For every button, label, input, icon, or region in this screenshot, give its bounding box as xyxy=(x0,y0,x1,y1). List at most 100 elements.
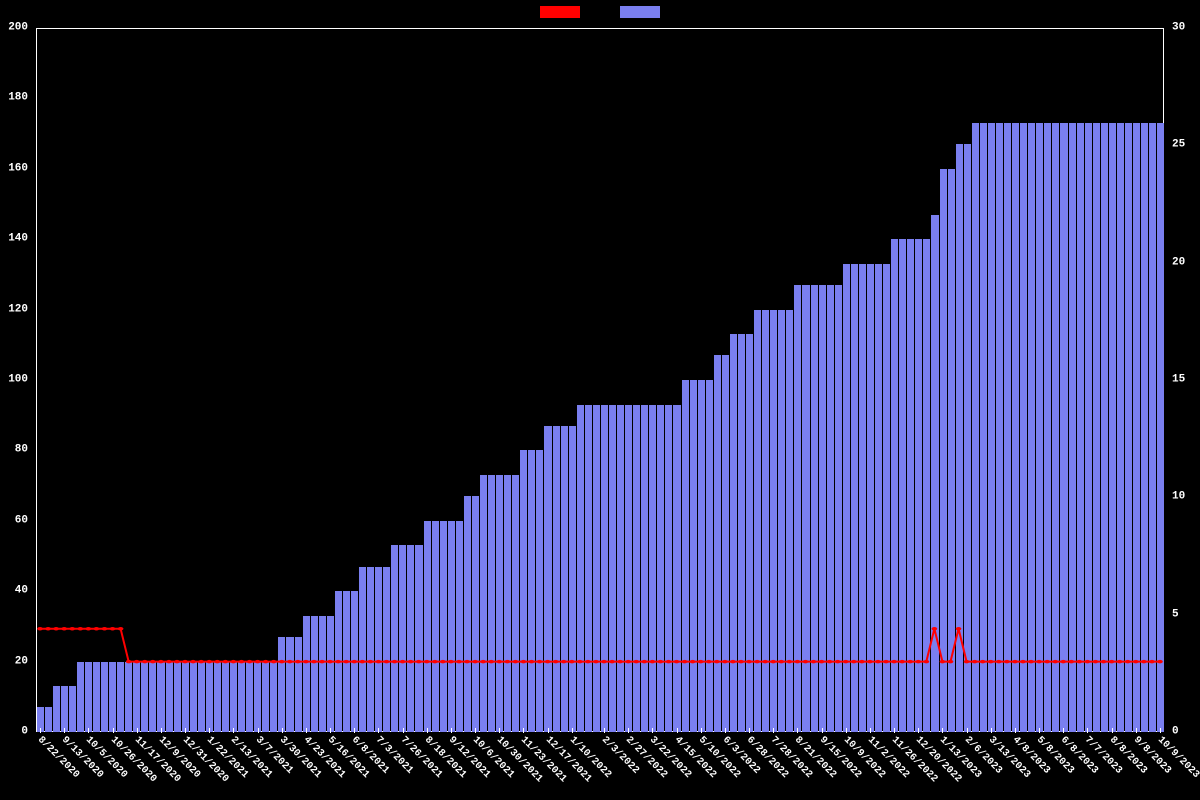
line-marker xyxy=(948,660,954,664)
y-right-tick: 30 xyxy=(1168,23,1200,34)
line-marker xyxy=(247,660,253,664)
legend-item-bar xyxy=(620,6,660,18)
line-marker xyxy=(956,627,962,631)
line-marker xyxy=(464,660,470,664)
line-marker xyxy=(658,660,664,664)
x-tick-mark xyxy=(628,728,629,733)
y-left-tick: 140 xyxy=(0,234,32,245)
x-tick-mark xyxy=(572,728,573,733)
line-marker xyxy=(440,660,446,664)
x-tick-mark xyxy=(991,728,992,733)
line-marker xyxy=(343,660,349,664)
x-tick-mark xyxy=(1015,728,1016,733)
line-marker xyxy=(327,660,333,664)
x-tick-mark xyxy=(725,728,726,733)
x-tick-mark xyxy=(306,728,307,733)
line-marker xyxy=(513,660,519,664)
line-marker xyxy=(432,660,438,664)
line-marker xyxy=(351,660,357,664)
line-marker xyxy=(609,660,615,664)
line-marker xyxy=(319,660,325,664)
line-marker xyxy=(150,660,156,664)
x-tick-mark xyxy=(548,728,549,733)
line-marker xyxy=(827,660,833,664)
line-marker xyxy=(263,660,269,664)
x-tick-mark xyxy=(749,728,750,733)
line-marker xyxy=(295,660,301,664)
y-right-tick: 25 xyxy=(1168,140,1200,151)
line-marker xyxy=(505,660,511,664)
line-marker xyxy=(456,660,462,664)
line-marker xyxy=(569,660,575,664)
line-marker xyxy=(1117,660,1123,664)
x-tick-mark xyxy=(773,728,774,733)
x-tick-mark xyxy=(354,728,355,733)
line-marker xyxy=(472,660,478,664)
line-marker xyxy=(231,660,237,664)
line-marker xyxy=(585,660,591,664)
line-marker xyxy=(1020,660,1026,664)
line-marker xyxy=(706,660,712,664)
x-tick-mark xyxy=(64,728,65,733)
line-series xyxy=(36,28,1164,732)
y-left-tick: 40 xyxy=(0,586,32,597)
y-left-tick: 120 xyxy=(0,304,32,315)
line-marker xyxy=(86,627,92,631)
x-tick-mark xyxy=(113,728,114,733)
line-marker xyxy=(94,627,100,631)
legend xyxy=(540,6,660,18)
line-marker xyxy=(682,660,688,664)
line-marker xyxy=(1036,660,1042,664)
line-marker xyxy=(488,660,494,664)
line-marker xyxy=(1157,660,1163,664)
line-marker xyxy=(577,660,583,664)
line-marker xyxy=(102,627,108,631)
line-marker xyxy=(714,660,720,664)
line-marker xyxy=(271,660,277,664)
line-marker xyxy=(69,627,75,631)
line-marker xyxy=(255,660,261,664)
line-marker xyxy=(400,660,406,664)
y-left-tick: 60 xyxy=(0,515,32,526)
x-tick-mark xyxy=(797,728,798,733)
line-marker xyxy=(738,660,744,664)
x-tick-mark xyxy=(1087,728,1088,733)
line-marker xyxy=(110,627,116,631)
x-tick-mark xyxy=(40,728,41,733)
line-marker xyxy=(61,627,67,631)
x-tick-mark xyxy=(1112,728,1113,733)
x-tick-mark xyxy=(209,728,210,733)
line-marker xyxy=(1101,660,1107,664)
x-tick-mark xyxy=(233,728,234,733)
line-marker xyxy=(907,660,913,664)
x-tick-mark xyxy=(427,728,428,733)
x-tick-mark xyxy=(1039,728,1040,733)
y-right-tick: 15 xyxy=(1168,375,1200,386)
x-tick-mark xyxy=(258,728,259,733)
line-marker xyxy=(480,660,486,664)
line-marker xyxy=(545,660,551,664)
line-marker xyxy=(1077,660,1083,664)
line-marker xyxy=(762,660,768,664)
line-marker xyxy=(206,660,212,664)
x-tick-mark xyxy=(88,728,89,733)
y-left-tick: 160 xyxy=(0,163,32,174)
x-tick-mark xyxy=(870,728,871,733)
line-marker xyxy=(223,660,229,664)
y-right-tick: 20 xyxy=(1168,257,1200,268)
line-marker xyxy=(899,660,905,664)
line-marker xyxy=(851,660,857,664)
x-tick-mark xyxy=(378,728,379,733)
line-marker xyxy=(633,660,639,664)
line-marker xyxy=(593,660,599,664)
line-marker xyxy=(972,660,978,664)
line-marker xyxy=(617,660,623,664)
line-marker xyxy=(335,660,341,664)
y-left-tick: 200 xyxy=(0,23,32,34)
line-marker xyxy=(303,660,309,664)
x-tick-mark xyxy=(604,728,605,733)
line-marker xyxy=(287,660,293,664)
plot-area xyxy=(36,28,1164,732)
line-marker xyxy=(859,660,865,664)
line-marker xyxy=(182,660,188,664)
